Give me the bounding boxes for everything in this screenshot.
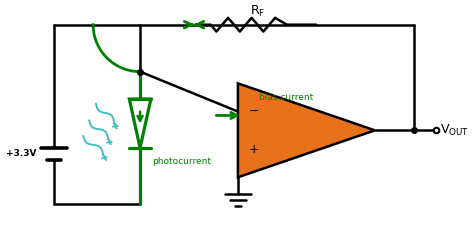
Text: $\mathregular{V_{OUT}}$: $\mathregular{V_{OUT}}$: [440, 123, 470, 138]
Text: −: −: [248, 105, 259, 118]
Text: +3.3V: +3.3V: [6, 149, 36, 158]
Text: bias current: bias current: [259, 93, 314, 102]
Text: $\mathregular{R_F}$: $\mathregular{R_F}$: [250, 3, 265, 19]
Text: photocurrent: photocurrent: [152, 157, 211, 166]
Text: +: +: [248, 143, 259, 156]
Polygon shape: [238, 83, 375, 177]
